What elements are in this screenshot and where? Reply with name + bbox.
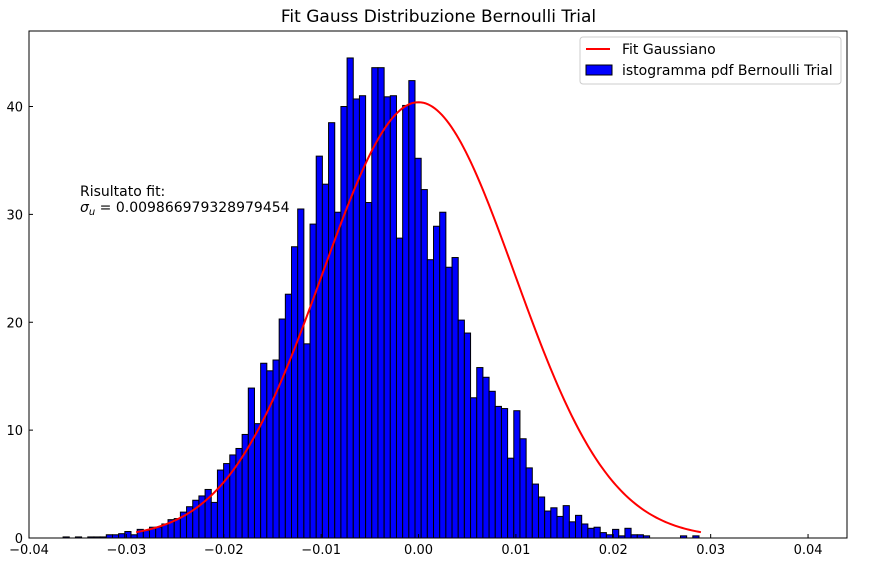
histogram-bar [260,362,268,539]
y-tick-label: 0 [15,532,23,547]
histogram-bar [476,367,484,539]
histogram-bar [581,523,589,539]
sigma-symbol: σ [80,200,90,216]
histogram-bar [531,483,539,539]
y-tick-label: 30 [6,208,23,223]
histogram-bar [519,438,527,539]
x-axis: −0.04 −0.03 −0.02 −0.01 0.00 0.01 0.02 0.03 0.04 [9,534,823,558]
histogram-bar [155,526,163,539]
histogram-bar [470,397,478,539]
histogram-bar [562,505,570,539]
x-tick-label: 0.02 [599,543,628,558]
fit-curve [135,101,702,534]
histogram-bar [408,80,416,539]
histogram-bar [463,332,472,539]
histogram-bar [291,246,299,539]
sigma-value: = 0.009866979328979454 [95,200,289,216]
histogram-bar [371,67,379,539]
histogram-bar [365,202,373,539]
histogram-bar [395,237,404,539]
histogram-bar [544,510,552,539]
histogram-bar [383,96,391,539]
legend: Fit Gaussiano istogramma pdf Bernoulli T… [579,36,842,85]
histogram-bar [457,319,465,539]
x-tick-label: −0.03 [106,543,146,558]
histogram-bar [173,518,181,539]
x-tick-label: −0.02 [204,543,244,558]
histogram-bar [494,405,502,539]
histogram-bar [352,98,360,539]
histogram-bar [389,95,397,539]
histogram-bar [118,533,126,539]
histogram-bar [525,467,533,539]
histogram-bar [537,496,546,539]
y-tick-label: 40 [6,101,23,116]
histogram-bar [297,208,305,539]
histogram-bar [507,457,515,539]
histogram-bar [575,514,583,539]
histogram-bar [340,106,348,539]
histogram-bar [309,223,317,539]
histogram-bar [402,104,410,539]
histogram-bar [247,387,255,539]
histogram-bar [550,507,558,539]
histogram-bar [216,469,225,539]
annotation-line1: Risultato fit: [80,184,165,200]
x-tick-label: −0.01 [301,543,341,558]
legend-label-histogram: istogramma pdf Bernoulli Trial [622,63,833,79]
histogram-bar [445,266,453,539]
histogram-bar [426,259,435,539]
histogram-bar [482,376,490,539]
histogram-bar [500,408,509,539]
histogram-bar [284,293,293,539]
histogram-bar [253,423,262,539]
histogram-bar [488,390,496,539]
legend-patch-swatch [585,64,613,76]
histogram-bar [124,531,132,539]
sigma-subscript: u [89,207,95,218]
histogram-bar [321,183,330,539]
histogram-bar [334,211,342,539]
legend-box [579,36,842,85]
x-tick-label: 0.03 [696,543,725,558]
y-axis: 0 10 20 30 40 [6,101,33,547]
histogram-bar [328,122,336,539]
histogram-bar [513,410,521,539]
histogram-bar [278,318,286,539]
histogram-bar [210,501,218,539]
x-tick-label: 0.00 [404,543,433,558]
histogram-bar [439,211,447,539]
chart-title: Fit Gauss Distribuzione Bernoulli Trial [281,7,596,27]
histogram-bar [414,157,422,539]
histogram-bar [556,515,564,539]
histogram-bar [599,532,607,539]
histogram-bar [568,521,577,539]
histogram-bar [587,527,595,539]
histogram-bar [433,225,441,539]
y-tick-label: 20 [6,316,23,331]
annotation-sigma: σu = 0.009866979328979454 [80,200,290,218]
histogram-bar [303,343,311,539]
histogram-bar [420,189,428,539]
legend-label-fit: Fit Gaussiano [622,42,716,58]
histogram-bar [593,526,601,539]
x-tick-label: −0.04 [9,543,49,558]
plot-frame [28,30,848,539]
histogram-bar [624,527,632,539]
x-tick-label: 0.04 [794,543,823,558]
histogram-bar [451,257,459,539]
histogram-bar [346,57,354,539]
histogram-bar [266,370,274,539]
histogram-bar [358,95,367,539]
fit-annotation: Risultato fit: σu = 0.009866979328979454 [80,184,290,218]
y-tick-label: 10 [6,424,23,439]
histogram-bar [315,155,323,539]
x-tick-label: 0.01 [501,543,530,558]
